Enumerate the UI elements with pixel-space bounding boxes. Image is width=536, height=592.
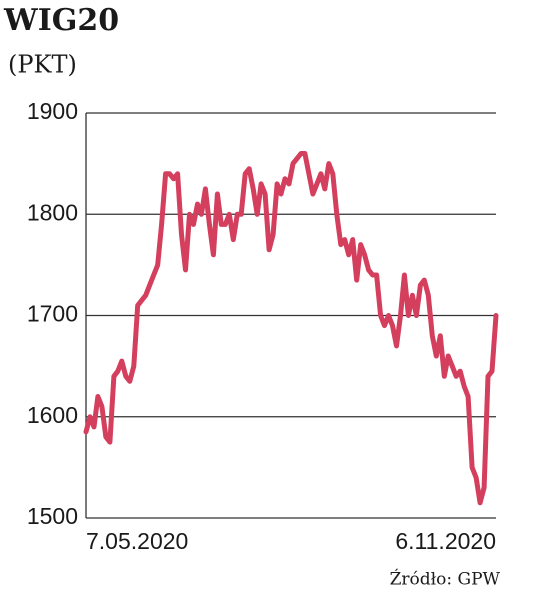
data-line (83, 151, 499, 506)
source-note: Źródło: GPW (390, 569, 501, 590)
y-tick-label: 1600 (27, 402, 78, 428)
x-tick-label: 7.05.2020 (86, 528, 188, 554)
x-tick-label: 6.11.2020 (395, 528, 496, 554)
chart-title: WIG20 (3, 3, 119, 38)
y-tick-label: 1800 (27, 199, 78, 225)
y-tick-label: 1500 (27, 503, 78, 529)
y-tick-label: 1900 (27, 98, 78, 124)
y-tick-label: 1700 (27, 301, 78, 327)
chart-subtitle: (PKT) (8, 51, 77, 79)
